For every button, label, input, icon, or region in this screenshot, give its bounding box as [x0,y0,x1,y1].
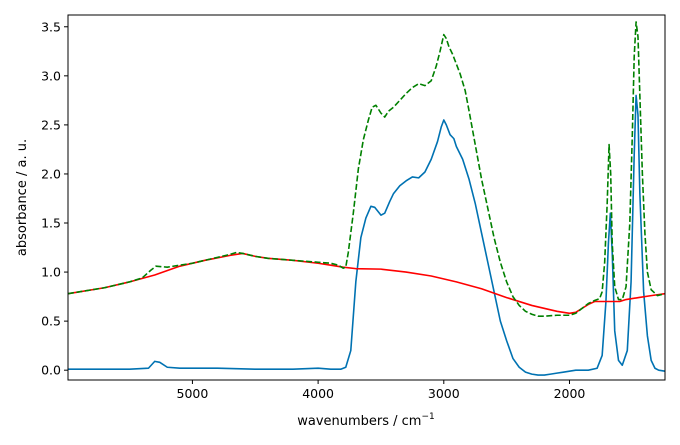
series-layer [67,21,666,376]
x-axis-label-superscript: −1 [421,412,434,422]
x-tick-label: 4000 [302,386,334,401]
x-tick-label: 3000 [428,386,460,401]
y-tick-label: 1.0 [41,265,61,280]
x-axis: 5000 4000 3000 2000 [177,380,586,401]
plot-frame [67,14,666,381]
y-tick-label: 2.0 [41,166,61,181]
y-tick-label: 0.5 [41,314,61,329]
x-axis-label: wavenumbers / cm−1 [297,412,435,429]
y-axis-label: absorbance / a. u. [15,139,30,256]
x-axis-label-text: wavenumbers / cm [297,414,421,429]
y-axis: 0.0 0.5 1.0 1.5 2.0 2.5 3.0 3.5 [41,19,68,378]
y-tick-label: 2.5 [41,117,61,132]
y-tick-label: 3.5 [41,19,61,34]
series-line-3 [67,21,666,318]
x-tick-label: 5000 [177,386,209,401]
y-tick-label: 3.0 [41,68,61,83]
x-tick-label: 2000 [554,386,586,401]
y-tick-label: 1.5 [41,216,61,231]
series-line-1 [68,94,666,376]
y-tick-label: 0.0 [41,363,61,378]
